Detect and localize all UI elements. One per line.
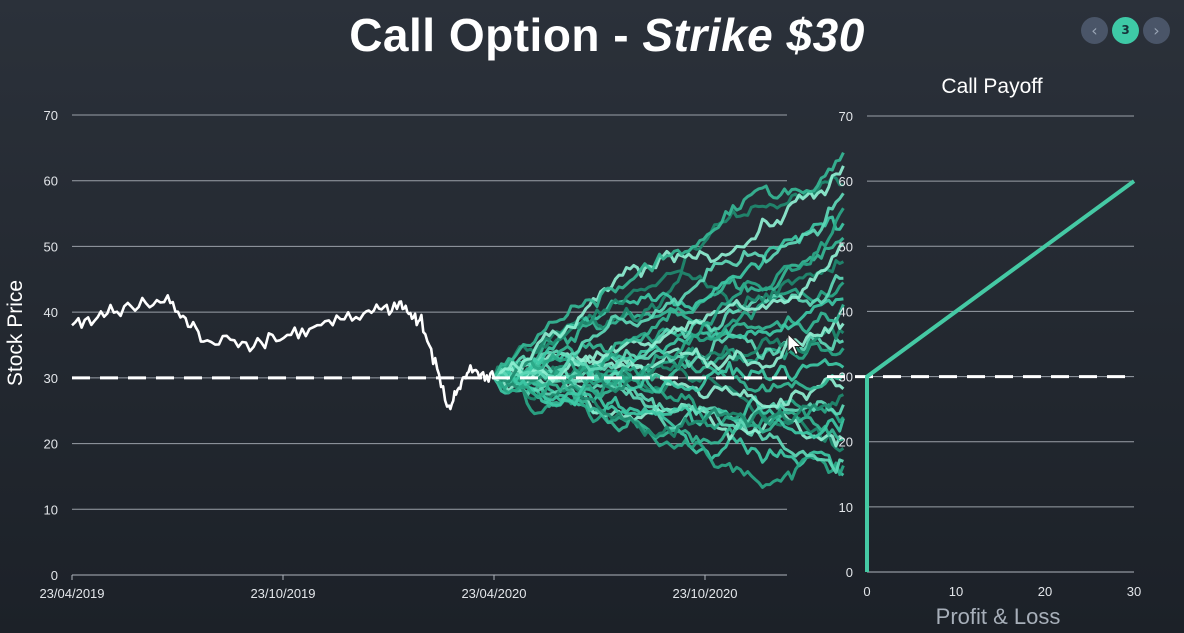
payoff-x-tick-label: 20 (1038, 584, 1052, 599)
y-tick-label: 70 (44, 108, 58, 123)
payoff-y-tick-label: 60 (839, 174, 853, 189)
payoff-y-tick-label: 70 (839, 109, 853, 124)
payoff-y-tick-label: 20 (839, 435, 853, 450)
y-tick-label: 0 (51, 568, 58, 583)
y-tick-label: 50 (44, 239, 58, 254)
mouse-cursor-icon (787, 333, 803, 357)
payoff-y-tick-label: 10 (839, 500, 853, 515)
payoff-title: Call Payoff (941, 75, 1042, 98)
y-tick-label: 10 (44, 502, 58, 517)
y-tick-label: 20 (44, 437, 58, 452)
y-tick-label: 60 (44, 174, 58, 189)
payoff-x-tick-label: 0 (863, 584, 870, 599)
x-tick-label: 23/10/2019 (250, 586, 315, 601)
x-tick-label: 23/04/2020 (461, 586, 526, 601)
x-tick-label: 23/04/2019 (39, 586, 104, 601)
payoff-x-tick-label: 30 (1127, 584, 1141, 599)
y-tick-label: 40 (44, 305, 58, 320)
x-tick-label: 23/10/2020 (672, 586, 737, 601)
payoff-y-tick-label: 50 (839, 239, 853, 254)
payoff-x-axis-label: Profit & Loss (936, 604, 1061, 629)
payoff-y-tick-label: 0 (846, 565, 853, 580)
payoff-x-tick-label: 10 (949, 584, 963, 599)
payoff-y-tick-label: 40 (839, 304, 853, 319)
y-tick-label: 30 (44, 371, 58, 386)
y-axis-label: Stock Price (4, 280, 27, 386)
